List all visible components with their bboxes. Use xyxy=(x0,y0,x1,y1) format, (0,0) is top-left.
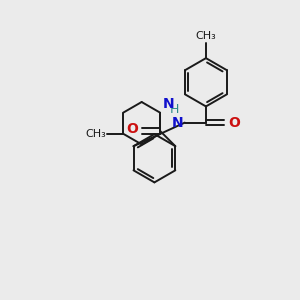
Text: O: O xyxy=(228,116,240,130)
Text: O: O xyxy=(126,122,138,136)
Text: CH₃: CH₃ xyxy=(85,129,106,139)
Text: N: N xyxy=(172,116,184,130)
Text: CH₃: CH₃ xyxy=(196,31,216,41)
Text: H: H xyxy=(170,103,179,116)
Text: N: N xyxy=(162,97,174,111)
